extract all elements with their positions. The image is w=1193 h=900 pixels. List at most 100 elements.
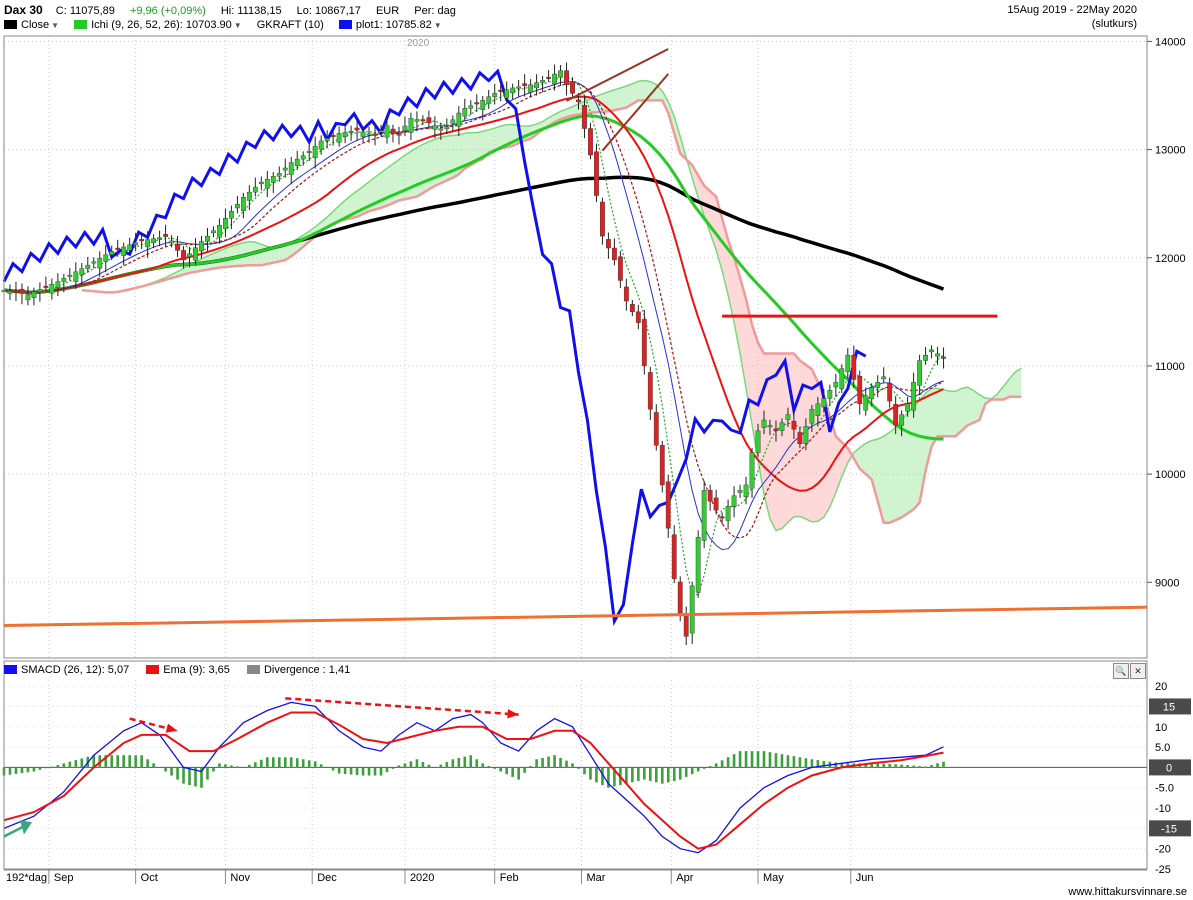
candle-body — [911, 381, 917, 411]
candle-body — [366, 133, 372, 136]
cloud-segment — [817, 382, 824, 522]
candle-body — [127, 244, 133, 251]
divergence-bar — [529, 766, 532, 768]
divergence-bar — [170, 767, 173, 776]
candle-body — [641, 319, 647, 367]
high-value: Hi: 11138,15 — [220, 5, 282, 17]
dropdown-icon[interactable]: ▼ — [233, 21, 242, 30]
candle-body — [869, 387, 875, 400]
dropdown-icon[interactable]: ▼ — [433, 21, 442, 30]
wedge-lower-line — [601, 73, 670, 152]
candle-body — [671, 534, 677, 579]
macd-level-badge — [1149, 759, 1191, 776]
legend-close[interactable]: Close ▼ — [4, 19, 59, 31]
divergence-bar — [547, 756, 550, 768]
divergence-bar — [511, 767, 514, 777]
candle-body — [504, 89, 510, 99]
divergence-bar — [224, 764, 227, 768]
cloud-segment — [440, 136, 447, 184]
legend-divergence: Divergence : 1,41 — [246, 664, 350, 676]
candles — [1, 62, 946, 646]
candle-body — [7, 291, 13, 294]
cloud-segment — [470, 132, 477, 165]
divergence-bar — [577, 767, 580, 769]
dropdown-icon[interactable]: ▼ — [51, 21, 60, 30]
cloud-segment — [279, 245, 286, 262]
y-tick-label: 12000 — [1155, 253, 1186, 265]
macd-level-badge — [1149, 698, 1191, 715]
candle-body — [516, 86, 522, 89]
cloud-segment — [381, 168, 387, 208]
candle-body — [438, 128, 444, 131]
divergence-bar — [20, 767, 24, 774]
candle-body — [588, 128, 593, 156]
divergence-bar — [553, 755, 556, 768]
ema-swatch — [146, 665, 160, 674]
divergence-bar — [301, 759, 305, 768]
divergence-bar — [840, 763, 844, 768]
annotations — [3, 48, 1148, 838]
divergence-bar — [110, 755, 114, 768]
cloud-segment — [345, 195, 352, 220]
divergence-bar — [128, 755, 131, 768]
candle-body — [617, 256, 623, 281]
cloud-segment — [997, 386, 1004, 400]
macd-bullish-arrow-head — [19, 820, 32, 835]
legend-plot1[interactable]: plot1: 10785.82 ▼ — [338, 19, 442, 31]
cloud-segment — [225, 246, 232, 268]
divergence-bar — [798, 757, 802, 768]
divergence-bar — [493, 767, 497, 769]
candle-body — [719, 516, 725, 519]
divergence-bar — [708, 766, 712, 768]
divergence-bar — [427, 764, 431, 768]
divergence-bar — [625, 767, 628, 784]
cloud-segment — [608, 89, 615, 112]
legend-gkraft[interactable]: GKRAFT (10) — [256, 19, 324, 31]
candle-body — [390, 128, 396, 134]
candle-body — [629, 304, 635, 313]
close-panel-icon[interactable]: ✕ — [1130, 663, 1146, 679]
candle-body — [606, 239, 611, 249]
candle-body — [181, 250, 186, 261]
candle-body — [288, 162, 294, 175]
cloud-segment — [416, 144, 423, 197]
candle-body — [689, 585, 695, 634]
ichimoku-cloud — [81, 79, 1022, 532]
y-tick-label: 9000 — [1155, 577, 1179, 589]
cloud-segment — [775, 353, 782, 531]
divergence-bar — [194, 767, 197, 787]
cloud-segment — [494, 126, 501, 151]
legend-ichi[interactable]: Ichi (9, 26, 52, 26): 10703.90 ▼ — [74, 19, 242, 31]
divergence-bar — [846, 763, 850, 768]
candle-body — [683, 614, 689, 637]
candle-body — [276, 173, 282, 177]
divergence-bar — [870, 763, 874, 768]
candle-body — [611, 247, 617, 261]
candle-body — [282, 167, 288, 171]
currency: EUR — [375, 5, 400, 17]
candle-body — [845, 354, 851, 373]
divergence-bar — [254, 762, 257, 768]
divergence-bar — [732, 754, 736, 768]
divergence-bar — [397, 765, 401, 768]
cloud-segment — [464, 132, 471, 169]
period-label: 192*dag — [6, 872, 47, 884]
candle-body — [486, 96, 492, 104]
candle-body — [522, 83, 528, 86]
candle-body — [61, 278, 67, 282]
macd-tick-label: 20 — [1155, 681, 1167, 693]
period: Per: dag — [414, 5, 456, 17]
divergence-bar — [295, 758, 299, 768]
y-tick-label: 13000 — [1155, 145, 1186, 157]
x-tick-label: May — [763, 872, 784, 884]
candle-body — [85, 264, 91, 269]
candle-body — [917, 360, 922, 386]
candle-body — [833, 381, 839, 388]
candle-body — [414, 119, 420, 122]
candle-body — [803, 426, 809, 445]
magnify-icon[interactable]: 🔍 — [1113, 663, 1129, 679]
candle-body — [839, 368, 845, 389]
divergence-bar — [289, 757, 293, 768]
divergence-bar — [62, 763, 66, 768]
